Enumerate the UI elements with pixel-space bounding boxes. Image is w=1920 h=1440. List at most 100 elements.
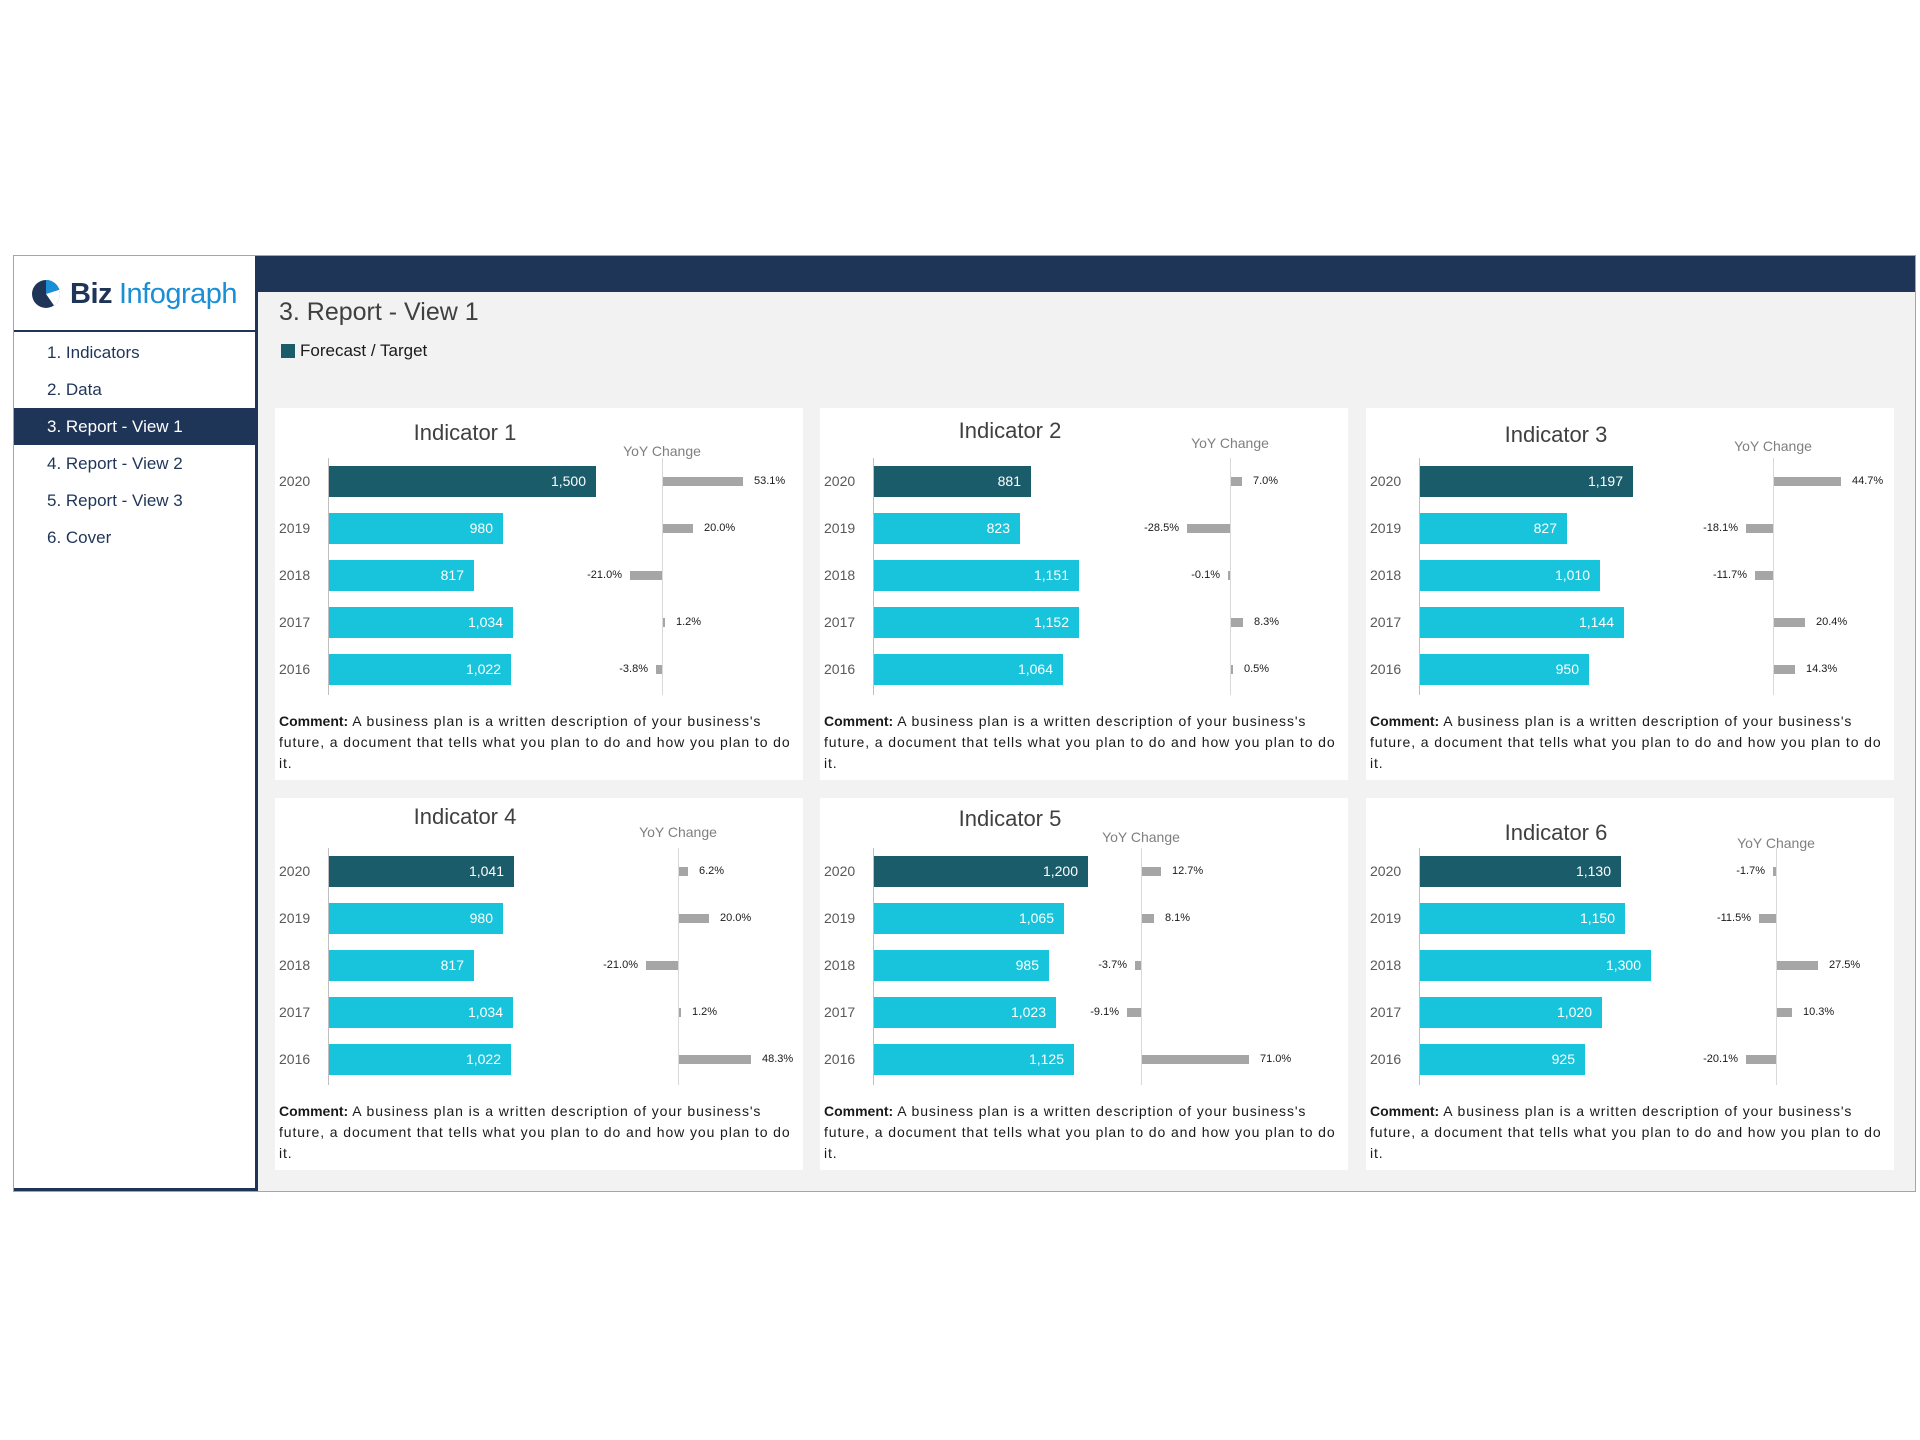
year-label: 2018 xyxy=(1370,957,1402,973)
header-bar xyxy=(258,256,1915,292)
year-label: 2019 xyxy=(1370,520,1402,536)
nav-item-report-view-2[interactable]: 4. Report - View 2 xyxy=(47,454,183,473)
bar-value-label: 1,144 xyxy=(1578,614,1614,630)
bar-value-label: 1,125 xyxy=(1028,1051,1064,1067)
actual-bar: 1,023 xyxy=(874,997,1056,1028)
yoy-bar xyxy=(1759,914,1776,923)
year-label: 2016 xyxy=(279,1051,311,1067)
bar-value-label: 1,022 xyxy=(465,1051,501,1067)
sidebar-nav: 1. Indicators 2. Data 3. Report - View 1… xyxy=(14,334,255,556)
comment-label: Comment: xyxy=(1370,1103,1440,1119)
yoy-bar xyxy=(1187,524,1230,533)
bar-axis xyxy=(1419,848,1420,1085)
panel-title: Indicator 6 xyxy=(1504,820,1608,845)
yoy-bar xyxy=(679,1055,751,1064)
yoy-bar xyxy=(663,524,693,533)
yoy-label: 1.2% xyxy=(692,1006,718,1018)
year-label: 2020 xyxy=(279,863,311,879)
bar-value-label: 1,200 xyxy=(1042,863,1078,879)
actual-bar: 1,300 xyxy=(1420,950,1651,981)
actual-bar: 1,125 xyxy=(874,1044,1074,1075)
indicator-panel: Indicator 1 YoY Change 2020 1,500 53.1% 2019 9… xyxy=(275,408,803,780)
yoy-label: -21.0% xyxy=(603,959,638,971)
year-label: 2019 xyxy=(279,910,311,926)
yoy-label: -28.5% xyxy=(1144,522,1179,534)
yoy-label: -20.1% xyxy=(1703,1053,1738,1065)
yoy-label: 53.1% xyxy=(754,475,786,487)
bar-axis xyxy=(328,848,329,1085)
actual-bar: 1,022 xyxy=(329,1044,511,1075)
actual-bar: 817 xyxy=(329,560,474,591)
actual-bar: 985 xyxy=(874,950,1049,981)
yoy-axis xyxy=(1230,458,1231,695)
bar-value-label: 817 xyxy=(440,957,464,973)
yoy-bar xyxy=(1777,961,1818,970)
nav-item-report-view-3[interactable]: 5. Report - View 3 xyxy=(47,491,183,510)
forecast-bar: 1,500 xyxy=(329,466,596,497)
year-label: 2016 xyxy=(824,1051,856,1067)
yoy-label: 27.5% xyxy=(1829,959,1861,971)
year-label: 2018 xyxy=(824,567,856,583)
yoy-title: YoY Change xyxy=(1191,435,1269,451)
logo-text: Biz Infograph xyxy=(70,278,238,311)
bar-value-label: 1,020 xyxy=(1556,1004,1592,1020)
yoy-bar xyxy=(1142,914,1154,923)
bar-value-label: 1,034 xyxy=(467,614,503,630)
year-label: 2019 xyxy=(824,910,856,926)
page-title: 3. Report - View 1 xyxy=(279,298,479,326)
bar-value-label: 823 xyxy=(986,520,1010,536)
yoy-bar xyxy=(1773,867,1776,876)
nav-item-report-view-1[interactable]: 3. Report - View 1 xyxy=(14,408,255,445)
yoy-bar xyxy=(663,618,665,627)
year-label: 2020 xyxy=(279,473,311,489)
comment-label: Comment: xyxy=(1370,713,1440,729)
actual-bar: 823 xyxy=(874,513,1020,544)
actual-bar: 1,065 xyxy=(874,903,1064,934)
yoy-label: 8.1% xyxy=(1165,912,1191,924)
bar-value-label: 1,130 xyxy=(1575,863,1611,879)
year-label: 2019 xyxy=(824,520,856,536)
yoy-bar xyxy=(1142,867,1161,876)
yoy-bar xyxy=(1231,477,1242,486)
year-label: 2017 xyxy=(279,1004,311,1020)
nav-item-indicators[interactable]: 1. Indicators xyxy=(47,343,140,362)
yoy-axis xyxy=(1141,848,1142,1085)
legend: Forecast / Target xyxy=(281,341,427,361)
yoy-bar xyxy=(1135,961,1141,970)
yoy-label: -3.8% xyxy=(619,663,648,675)
yoy-title: YoY Change xyxy=(623,443,701,459)
yoy-label: 10.3% xyxy=(1803,1006,1835,1018)
yoy-bar xyxy=(1774,665,1795,674)
yoy-bar xyxy=(679,914,709,923)
comment: Comment: A business plan is a written de… xyxy=(279,711,799,774)
yoy-label: 14.3% xyxy=(1806,663,1838,675)
nav-item-data[interactable]: 2. Data xyxy=(47,380,102,399)
sidebar: Biz Infograph 1. Indicators 2. Data 3. Re… xyxy=(14,256,258,1191)
actual-bar: 1,022 xyxy=(329,654,511,685)
yoy-label: 48.3% xyxy=(762,1053,794,1065)
comment-text: A business plan is a written description… xyxy=(279,1103,791,1161)
year-label: 2018 xyxy=(1370,567,1402,583)
year-label: 2020 xyxy=(824,863,856,879)
comment: Comment: A business plan is a written de… xyxy=(824,711,1344,774)
actual-bar: 1,064 xyxy=(874,654,1063,685)
panel-title: Indicator 3 xyxy=(1504,422,1608,447)
yoy-bar xyxy=(1228,571,1230,580)
indicator-panel: Indicator 2 YoY Change 2020 881 7.0% 2019 823 -… xyxy=(820,408,1348,780)
yoy-label: -11.5% xyxy=(1716,912,1751,924)
nav-item-cover[interactable]: 6. Cover xyxy=(47,528,112,547)
indicator-panel: Indicator 4 YoY Change 2020 1,041 6.2% 2019 98… xyxy=(275,798,803,1170)
bar-value-label: 1,064 xyxy=(1017,661,1053,677)
yoy-bar xyxy=(663,477,743,486)
yoy-bar xyxy=(679,867,688,876)
year-label: 2019 xyxy=(279,520,311,536)
year-label: 2017 xyxy=(824,1004,856,1020)
forecast-bar: 1,041 xyxy=(329,856,514,887)
yoy-bar xyxy=(656,665,662,674)
bar-axis xyxy=(873,848,874,1085)
comment-label: Comment: xyxy=(279,713,349,729)
app-window: Biz Infograph 1. Indicators 2. Data 3. Re… xyxy=(13,255,1916,1192)
year-label: 2020 xyxy=(1370,863,1402,879)
year-label: 2016 xyxy=(279,661,311,677)
panel-title: Indicator 4 xyxy=(413,804,517,829)
